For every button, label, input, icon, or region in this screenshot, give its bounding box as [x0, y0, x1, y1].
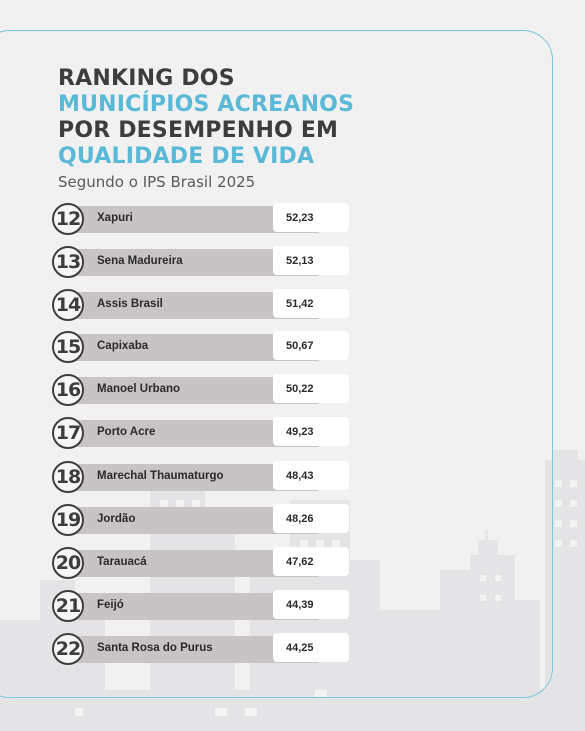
- title-line-3: POR DESEMPENHO EM: [58, 118, 339, 143]
- rank-badge: 12: [52, 203, 84, 235]
- score-value: 50,22: [286, 383, 314, 395]
- rank-badge: 14: [52, 289, 84, 321]
- score-value: 47,62: [286, 556, 314, 568]
- score-value: 52,23: [286, 212, 314, 224]
- municipality-name: Xapuri: [97, 212, 133, 224]
- municipality-name: Feijó: [97, 599, 124, 611]
- title-line-2: MUNICÍPIOS ACREANOS: [58, 92, 355, 117]
- value-box: [273, 633, 349, 662]
- value-box: [273, 203, 349, 232]
- municipality-name: Assis Brasil: [97, 298, 163, 310]
- subtitle: Segundo o IPS Brasil 2025: [58, 173, 256, 191]
- title-line-1: RANKING DOS: [58, 66, 235, 91]
- table-row: 13 Sena Madureira 52,13: [52, 246, 352, 278]
- page-title: RANKING DOS MUNICÍPIOS ACREANOS POR DESE…: [58, 66, 354, 170]
- rank-badge: 21: [52, 590, 84, 622]
- municipality-name: Porto Acre: [97, 426, 156, 438]
- rounded-frame-border: [0, 30, 553, 698]
- table-row: 21 Feijó 44,39: [52, 590, 352, 622]
- municipality-name: Manoel Urbano: [97, 383, 181, 395]
- municipality-name: Capixaba: [97, 340, 149, 352]
- rank-badge: 17: [52, 417, 84, 449]
- rank-badge: 16: [52, 374, 84, 406]
- score-value: 44,25: [286, 642, 314, 654]
- value-box: [273, 246, 349, 275]
- score-value: 49,23: [286, 426, 314, 438]
- table-row: 18 Marechal Thaumaturgo 48,43: [52, 461, 352, 493]
- value-box: [273, 374, 349, 403]
- municipality-name: Tarauacá: [97, 556, 147, 568]
- rank-badge: 19: [52, 504, 84, 536]
- score-value: 52,13: [286, 255, 314, 267]
- table-row: 12 Xapuri 52,23: [52, 203, 352, 235]
- value-box: [273, 547, 349, 576]
- value-box: [273, 289, 349, 318]
- title-line-4: QUALIDADE DE VIDA: [58, 144, 315, 169]
- table-row: 15 Capixaba 50,67: [52, 331, 352, 363]
- value-box: [273, 417, 349, 446]
- table-row: 17 Porto Acre 49,23: [52, 417, 352, 449]
- rank-badge: 22: [52, 633, 84, 665]
- value-box: [273, 331, 349, 360]
- score-value: 44,39: [286, 599, 314, 611]
- table-row: 14 Assis Brasil 51,42: [52, 289, 352, 321]
- value-box: [273, 461, 349, 490]
- score-value: 48,26: [286, 513, 314, 525]
- municipality-name: Sena Madureira: [97, 255, 183, 267]
- rank-badge: 13: [52, 246, 84, 278]
- table-row: 20 Tarauacá 47,62: [52, 547, 352, 579]
- value-box: [273, 504, 349, 533]
- municipality-name: Jordão: [97, 513, 136, 525]
- rank-badge: 15: [52, 331, 84, 363]
- value-box: [273, 590, 349, 619]
- rank-badge: 18: [52, 461, 84, 493]
- score-value: 51,42: [286, 298, 314, 310]
- score-value: 50,67: [286, 340, 314, 352]
- table-row: 16 Manoel Urbano 50,22: [52, 374, 352, 406]
- table-row: 19 Jordão 48,26: [52, 504, 352, 536]
- municipality-name: Santa Rosa do Purus: [97, 642, 213, 654]
- table-row: 22 Santa Rosa do Purus 44,25: [52, 633, 352, 665]
- rank-badge: 20: [52, 547, 84, 579]
- municipality-name: Marechal Thaumaturgo: [97, 470, 224, 482]
- score-value: 48,43: [286, 470, 314, 482]
